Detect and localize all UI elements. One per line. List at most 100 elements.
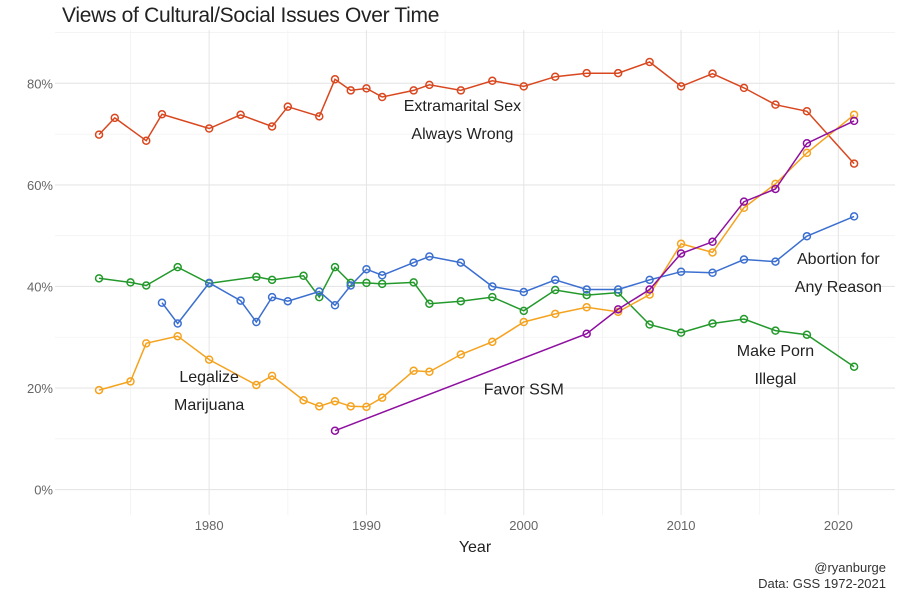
data-point-make-porn-illegal <box>141 281 151 290</box>
data-point-extramarital-sex-always-wrong <box>802 107 812 116</box>
series-label: Illegal <box>755 371 797 388</box>
data-point-legalize-marijuana <box>377 393 387 402</box>
data-point-abortion-for-any-reason <box>252 317 261 327</box>
data-point-make-porn-illegal <box>425 299 434 308</box>
data-point-make-porn-illegal <box>708 319 717 328</box>
data-point-abortion-for-any-reason <box>739 255 749 264</box>
data-point-legalize-marijuana <box>173 331 182 341</box>
data-point-abortion-for-any-reason <box>173 319 182 328</box>
data-point-extramarital-sex-always-wrong <box>267 122 277 131</box>
data-point-legalize-marijuana <box>94 385 104 395</box>
data-point-legalize-marijuana <box>299 395 308 405</box>
data-point-favor-ssm <box>645 285 654 294</box>
series-label: Make Porn <box>737 343 814 360</box>
data-point-legalize-marijuana <box>346 402 355 411</box>
data-point-abortion-for-any-reason <box>456 258 466 267</box>
data-point-legalize-marijuana <box>519 317 529 327</box>
series-label: Any Reason <box>795 279 882 296</box>
data-point-abortion-for-any-reason <box>425 252 434 261</box>
data-point-extramarital-sex-always-wrong <box>362 84 371 93</box>
data-point-make-porn-illegal <box>377 279 387 289</box>
data-point-legalize-marijuana <box>456 350 466 359</box>
y-tick-label: 60% <box>27 178 53 193</box>
credit-handle: @ryanburge <box>814 560 886 575</box>
data-point-extramarital-sex-always-wrong <box>613 68 623 78</box>
data-point-extramarital-sex-always-wrong <box>110 113 120 123</box>
data-point-legalize-marijuana <box>330 396 340 406</box>
y-tick-label: 80% <box>27 76 53 91</box>
data-point-legalize-marijuana <box>252 380 261 390</box>
data-point-extramarital-sex-always-wrong <box>456 86 466 95</box>
data-point-extramarital-sex-always-wrong <box>739 83 749 93</box>
data-point-legalize-marijuana <box>126 377 135 386</box>
data-point-abortion-for-any-reason <box>346 281 355 290</box>
data-point-favor-ssm <box>582 329 591 338</box>
data-point-legalize-marijuana <box>708 248 717 257</box>
data-point-abortion-for-any-reason <box>645 275 654 285</box>
data-point-extramarital-sex-always-wrong <box>236 110 245 120</box>
series-label: Legalize <box>179 369 239 386</box>
data-point-make-porn-illegal <box>849 362 859 371</box>
data-point-abortion-for-any-reason <box>519 287 529 297</box>
data-point-extramarital-sex-always-wrong <box>771 100 780 109</box>
y-tick-label: 20% <box>27 381 53 396</box>
data-point-make-porn-illegal <box>126 278 135 287</box>
data-point-abortion-for-any-reason <box>582 285 591 294</box>
data-point-make-porn-illegal <box>315 292 324 302</box>
data-point-favor-ssm <box>613 305 623 314</box>
x-tick-label: 2000 <box>509 518 538 533</box>
data-point-extramarital-sex-always-wrong <box>94 130 104 139</box>
data-point-legalize-marijuana <box>267 371 277 381</box>
y-tick-label: 40% <box>27 279 53 294</box>
data-point-make-porn-illegal <box>330 262 340 272</box>
data-point-make-porn-illegal <box>299 271 308 281</box>
data-point-make-porn-illegal <box>519 306 529 316</box>
data-point-favor-ssm <box>771 184 780 194</box>
x-tick-label: 1990 <box>352 518 381 533</box>
data-point-extramarital-sex-always-wrong <box>141 136 151 145</box>
data-point-favor-ssm <box>708 237 717 247</box>
data-point-favor-ssm <box>802 139 812 148</box>
data-point-abortion-for-any-reason <box>802 231 812 241</box>
x-axis-label: Year <box>459 539 492 556</box>
data-point-legalize-marijuana <box>582 303 591 312</box>
data-point-make-porn-illegal <box>645 320 654 329</box>
data-point-abortion-for-any-reason <box>771 257 780 266</box>
data-point-abortion-for-any-reason <box>157 298 167 307</box>
data-point-extramarital-sex-always-wrong <box>157 110 167 119</box>
data-point-abortion-for-any-reason <box>283 296 293 306</box>
data-point-extramarital-sex-always-wrong <box>346 86 355 95</box>
y-tick-label: 0% <box>34 483 53 498</box>
data-point-legalize-marijuana <box>425 367 434 377</box>
data-point-make-porn-illegal <box>456 296 466 306</box>
data-point-legalize-marijuana <box>315 402 324 411</box>
data-point-extramarital-sex-always-wrong <box>315 112 324 121</box>
data-point-abortion-for-any-reason <box>315 287 324 296</box>
series-label: Marijuana <box>174 397 244 414</box>
data-point-make-porn-illegal <box>488 292 497 302</box>
series-line-extramarital-sex-always-wrong <box>98 61 855 165</box>
data-point-abortion-for-any-reason <box>204 278 214 288</box>
data-point-legalize-marijuana <box>645 290 654 299</box>
data-point-legalize-marijuana <box>739 203 749 212</box>
data-point-abortion-for-any-reason <box>550 275 560 285</box>
data-point-make-porn-illegal <box>362 278 371 288</box>
data-point-abortion-for-any-reason <box>676 267 686 276</box>
data-point-extramarital-sex-always-wrong <box>676 82 686 91</box>
data-point-legalize-marijuana <box>141 339 151 348</box>
series-line-make-porn-illegal <box>98 265 855 368</box>
data-point-abortion-for-any-reason <box>488 282 497 291</box>
data-point-legalize-marijuana <box>676 239 686 249</box>
data-point-extramarital-sex-always-wrong <box>409 86 418 95</box>
data-point-extramarital-sex-always-wrong <box>582 68 591 78</box>
data-point-abortion-for-any-reason <box>362 264 371 274</box>
data-point-extramarital-sex-always-wrong <box>330 75 340 84</box>
data-point-legalize-marijuana <box>488 337 497 347</box>
data-point-extramarital-sex-always-wrong <box>377 92 387 102</box>
data-point-favor-ssm <box>739 197 749 206</box>
data-point-abortion-for-any-reason <box>236 296 245 305</box>
credit-source: Data: GSS 1972-2021 <box>758 576 886 591</box>
data-point-make-porn-illegal <box>409 278 418 287</box>
data-point-abortion-for-any-reason <box>849 212 859 221</box>
